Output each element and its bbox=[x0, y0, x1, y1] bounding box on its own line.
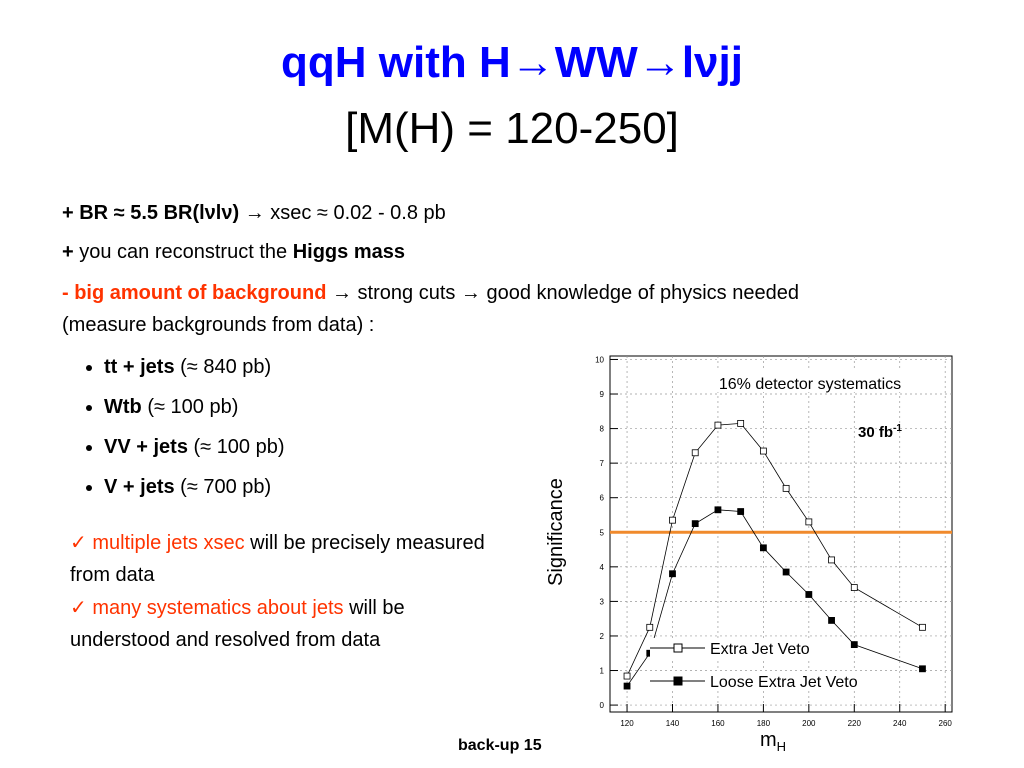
plot-frame bbox=[609, 355, 953, 713]
text: (≈ 100 pb) bbox=[141, 396, 239, 418]
text: VV + jets bbox=[104, 436, 188, 458]
text: tt + jets bbox=[104, 356, 175, 378]
y-tick-label: 7 bbox=[600, 459, 605, 468]
text: Wtb bbox=[104, 396, 142, 418]
marker bbox=[850, 584, 858, 591]
marker bbox=[691, 449, 699, 457]
x-label-sub: H bbox=[777, 739, 786, 754]
text: you can reconstruct the bbox=[73, 241, 293, 263]
x-tick-label: 240 bbox=[893, 719, 907, 728]
marker bbox=[759, 447, 767, 455]
x-tick-label: 220 bbox=[848, 719, 862, 728]
marker bbox=[714, 506, 722, 514]
text: (≈ 100 pb) bbox=[187, 436, 285, 458]
bullet: VV + jets (≈ 100 pb) bbox=[104, 432, 285, 472]
x-label-text: m bbox=[760, 729, 777, 751]
y-tick-label: 0 bbox=[600, 701, 605, 710]
note: ✓ multiple jets xsec will be precisely m… bbox=[70, 527, 510, 591]
y-tick-label: 10 bbox=[595, 355, 604, 364]
x-tick-label: 140 bbox=[666, 719, 680, 728]
y-tick-label: 5 bbox=[600, 528, 605, 537]
marker bbox=[669, 570, 676, 578]
legend-bg bbox=[650, 638, 840, 658]
marker bbox=[691, 520, 699, 528]
note: ✓ many systematics about jets will be un… bbox=[70, 592, 510, 656]
y-axis-label: Significance bbox=[545, 478, 567, 586]
marker bbox=[805, 518, 813, 526]
text: → xsec ≈ 0.02 - 0.8 pb bbox=[239, 202, 446, 224]
x-tick-label: 200 bbox=[802, 719, 816, 728]
legend-label: Extra Jet Veto bbox=[710, 641, 810, 658]
y-tick-label: 6 bbox=[600, 494, 605, 503]
marker bbox=[623, 682, 631, 690]
y-tick-label: 2 bbox=[600, 632, 605, 641]
marker bbox=[805, 591, 813, 598]
annotation: 16% detector systematics bbox=[719, 376, 901, 393]
legend-label: Loose Extra Jet Veto bbox=[710, 674, 858, 691]
text: will be precisely measured from data bbox=[70, 532, 485, 586]
bullet: V + jets (≈ 700 pb) bbox=[104, 472, 285, 512]
marker bbox=[828, 556, 835, 564]
slide-title: qqH with H→WW→lνjj bbox=[281, 38, 743, 87]
y-tick-label: 3 bbox=[600, 597, 605, 606]
x-tick-label: 120 bbox=[620, 719, 634, 728]
text: ✓ multiple jets xsec bbox=[70, 532, 245, 554]
marker bbox=[782, 484, 790, 492]
point: + BR ≈ 5.5 BR(lνlν) → xsec ≈ 0.02 - 0.8 … bbox=[62, 197, 842, 229]
bullet: tt + jets (≈ 840 pb) bbox=[104, 352, 285, 392]
background-list: tt + jets (≈ 840 pb) Wtb (≈ 100 pb) VV +… bbox=[104, 352, 285, 512]
y-tick-label: 1 bbox=[600, 667, 605, 676]
bullet: Wtb (≈ 100 pb) bbox=[104, 392, 285, 432]
marker bbox=[737, 508, 745, 515]
annotation-sup: -1 bbox=[893, 423, 902, 434]
marker bbox=[646, 623, 654, 631]
annotation: 30 fb-1 bbox=[858, 423, 902, 441]
text: + BR ≈ 5.5 BR(lνlν) bbox=[62, 202, 240, 224]
annotation-text: 30 fb bbox=[858, 424, 893, 441]
marker bbox=[737, 419, 745, 427]
marker bbox=[828, 617, 835, 624]
marker bbox=[759, 544, 767, 552]
x-tick-label: 260 bbox=[939, 719, 953, 728]
text: ✓ many systematics about jets bbox=[70, 597, 344, 619]
series-line bbox=[626, 422, 923, 677]
point: + you can reconstruct the Higgs mass bbox=[62, 236, 842, 268]
text: will be understood and resolved from dat… bbox=[70, 597, 405, 651]
series-line bbox=[626, 509, 923, 687]
marker bbox=[919, 623, 926, 631]
text: (≈ 700 pb) bbox=[174, 476, 272, 498]
marker bbox=[714, 421, 722, 429]
legend-bg bbox=[650, 671, 890, 691]
legend-marker bbox=[673, 643, 683, 653]
text: Higgs mass bbox=[292, 241, 405, 263]
text: → strong cuts → good knowledge of physic… bbox=[62, 282, 799, 336]
legend-marker bbox=[673, 676, 683, 686]
marker bbox=[623, 672, 631, 680]
text: (≈ 840 pb) bbox=[174, 356, 272, 378]
marker bbox=[850, 641, 858, 649]
y-tick-label: 4 bbox=[600, 563, 605, 572]
point: - big amount of background → strong cuts… bbox=[62, 277, 842, 341]
x-tick-label: 160 bbox=[711, 719, 725, 728]
x-axis-label: mH bbox=[760, 729, 786, 754]
slide-subtitle: [M(H) = 120-250] bbox=[345, 104, 679, 153]
text: V + jets bbox=[104, 476, 175, 498]
y-tick-label: 8 bbox=[600, 425, 605, 434]
text: + bbox=[62, 241, 74, 263]
text: - big amount of background bbox=[62, 282, 327, 304]
marker bbox=[919, 665, 926, 673]
x-tick-label: 180 bbox=[757, 719, 771, 728]
marker bbox=[669, 516, 676, 524]
marker bbox=[782, 568, 790, 576]
annotation-bg bbox=[692, 370, 928, 392]
footer: back-up 15 bbox=[458, 737, 542, 754]
y-tick-label: 9 bbox=[600, 390, 605, 399]
